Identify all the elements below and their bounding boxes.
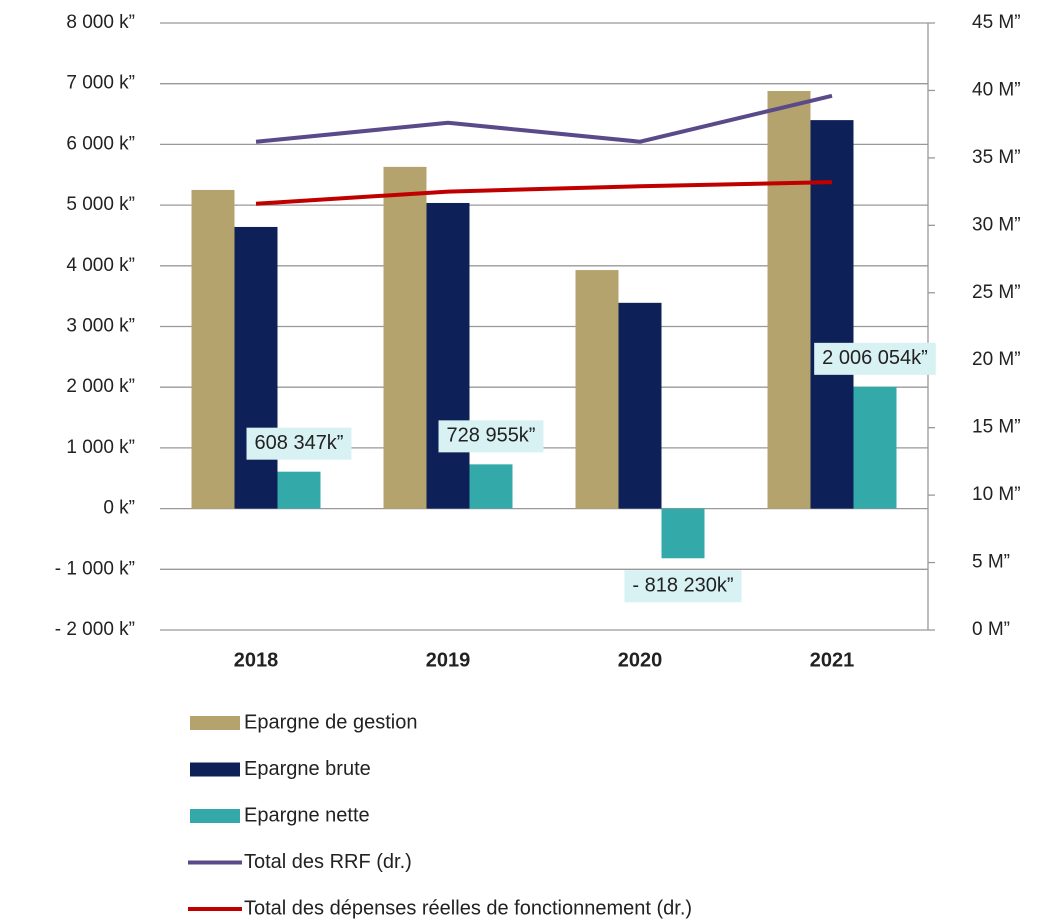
bar (661, 508, 705, 559)
y-tick-label: - 2 000 k” (55, 619, 135, 640)
bar (618, 302, 662, 509)
legend-swatch (190, 809, 240, 823)
y2-tick-label: 15 M” (972, 417, 1021, 438)
value-label: - 818 230k” (632, 575, 733, 597)
bar (277, 471, 321, 509)
y-tick-label: 1 000 k” (66, 437, 135, 458)
value-label-box (438, 420, 544, 453)
legend-label: Total des dépenses réelles de fonctionne… (244, 897, 692, 919)
value-label-box (814, 342, 936, 375)
value-label-box (246, 427, 352, 460)
legend-swatch (190, 716, 240, 730)
x-tick-label: 2019 (426, 649, 471, 671)
y2-tick-label: 0 M” (972, 619, 1010, 640)
y-tick-label: 7 000 k” (66, 73, 135, 94)
x-tick-label: 2020 (618, 649, 663, 671)
y-tick-label: 0 k” (103, 498, 135, 519)
y-tick-label: 5 000 k” (66, 194, 135, 215)
y2-tick-label: 35 M” (972, 147, 1021, 168)
bar (853, 386, 897, 509)
y-tick-label: 3 000 k” (66, 316, 135, 337)
y-tick-label: - 1 000 k” (55, 558, 135, 579)
bar (469, 464, 513, 509)
bar (383, 166, 427, 509)
y2-tick-label: 20 M” (972, 349, 1021, 370)
x-tick-label: 2018 (234, 649, 279, 671)
value-label: 728 955k” (447, 425, 536, 447)
bar (234, 226, 278, 509)
y-tick-label: 6 000 k” (66, 133, 135, 154)
value-label: 2 006 054k” (822, 347, 928, 369)
bar (191, 189, 235, 509)
y2-tick-label: 10 M” (972, 484, 1021, 505)
x-tick-label: 2021 (810, 649, 855, 671)
y2-tick-label: 25 M” (972, 282, 1021, 303)
y-tick-label: 8 000 k” (66, 12, 135, 33)
y-tick-label: 4 000 k” (66, 255, 135, 276)
legend-label: Epargne nette (244, 804, 370, 826)
legend-label: Epargne de gestion (244, 711, 417, 733)
legend-swatch (190, 762, 240, 777)
bar (575, 270, 619, 509)
value-label-box (624, 570, 742, 603)
legend-label: Total des RRF (dr.) (244, 851, 412, 873)
value-label: 608 347k” (255, 432, 344, 454)
bar (767, 90, 811, 509)
bar (810, 120, 854, 509)
y2-tick-label: 30 M” (972, 214, 1021, 235)
line (255, 93, 833, 144)
y2-tick-label: 40 M” (972, 79, 1021, 100)
y2-tick-label: 45 M” (972, 12, 1021, 33)
y2-tick-label: 5 M” (972, 552, 1010, 573)
bar (426, 202, 470, 509)
legend-label: Epargne brute (244, 758, 371, 780)
line (255, 180, 833, 206)
y-tick-label: 2 000 k” (66, 376, 135, 397)
